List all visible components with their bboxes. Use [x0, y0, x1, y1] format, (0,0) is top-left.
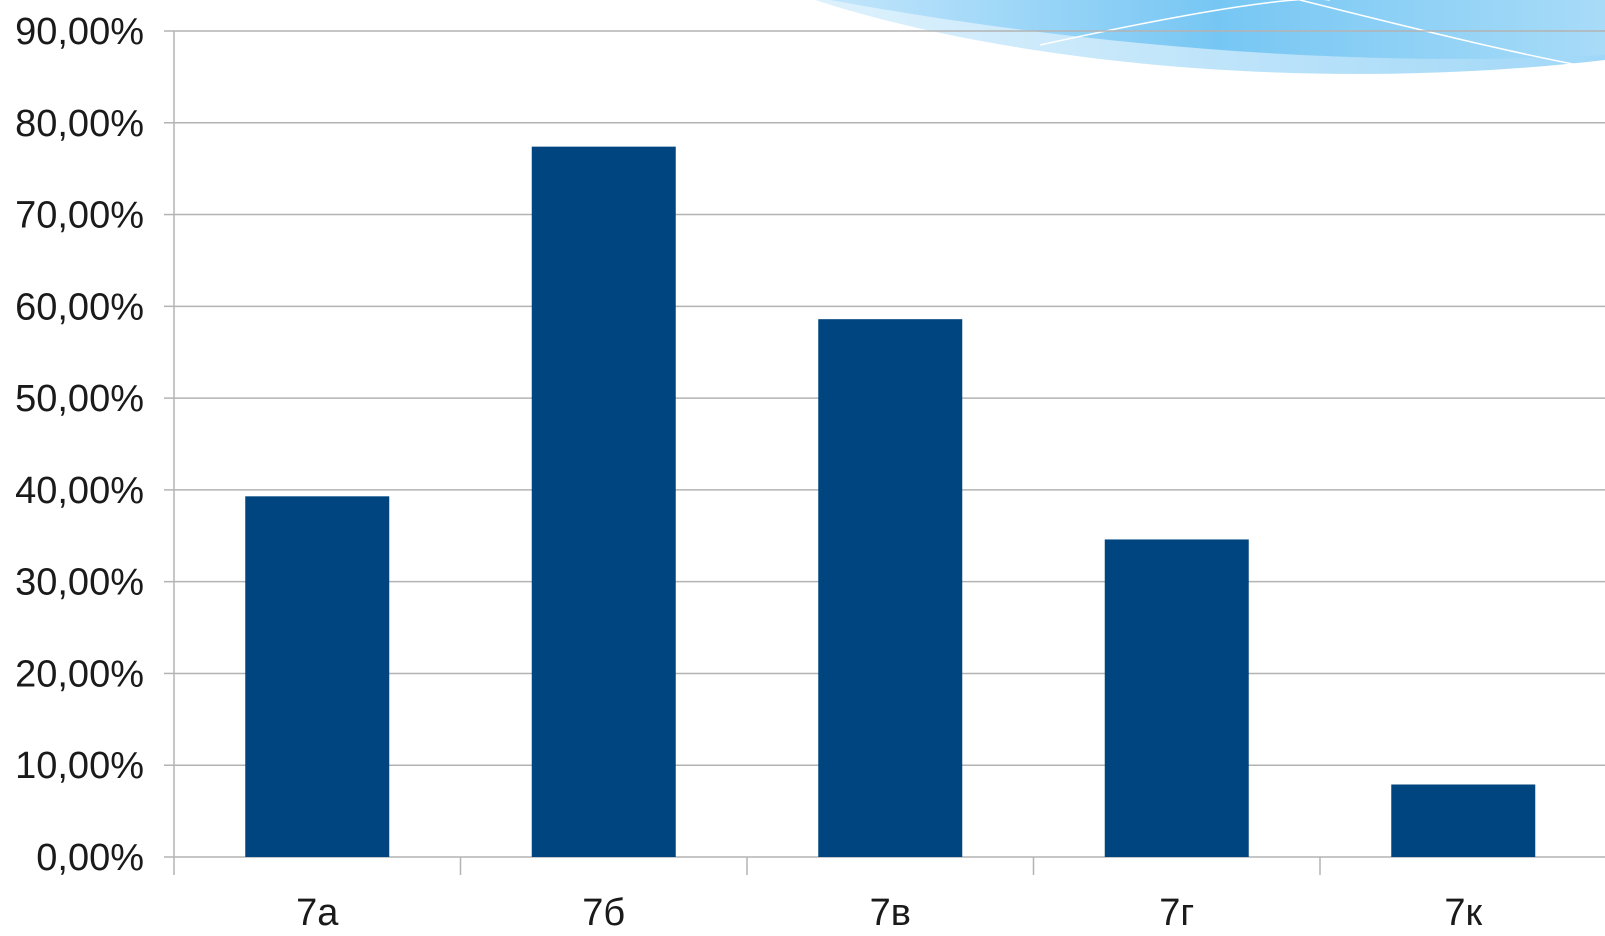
y-tick-label: 50,00%: [15, 378, 144, 420]
bar-1: [245, 496, 390, 857]
y-tick-label: 90,00%: [15, 11, 144, 53]
y-tick-label: 70,00%: [15, 195, 144, 237]
y-tick-label: 0,00%: [36, 837, 144, 879]
x-category-label: 7в: [870, 892, 911, 934]
x-category-label: 7а: [296, 892, 339, 934]
y-tick-label: 40,00%: [15, 470, 144, 512]
bar-3: [818, 319, 963, 857]
bar-2: [531, 146, 676, 857]
y-tick-label: 80,00%: [15, 103, 144, 145]
axes: [164, 30, 1321, 875]
bar-5: [1391, 784, 1536, 857]
y-tick-label: 60,00%: [15, 286, 144, 328]
x-axis-category-labels: 7а 7б 7в 7г 7к: [296, 892, 1482, 934]
swoosh-decoration: [815, 0, 1605, 74]
y-tick-label: 20,00%: [15, 653, 144, 695]
bar-4: [1104, 539, 1249, 857]
y-tick-label: 10,00%: [15, 745, 144, 787]
y-axis-tick-labels: 0,00% 10,00% 20,00% 30,00% 40,00% 50,00% 60,00…: [15, 11, 144, 879]
x-category-label: 7к: [1444, 892, 1482, 934]
bars: [245, 146, 1536, 857]
y-tick-label: 30,00%: [15, 562, 144, 604]
x-category-label: 7б: [582, 892, 625, 934]
x-category-label: 7г: [1159, 892, 1194, 934]
